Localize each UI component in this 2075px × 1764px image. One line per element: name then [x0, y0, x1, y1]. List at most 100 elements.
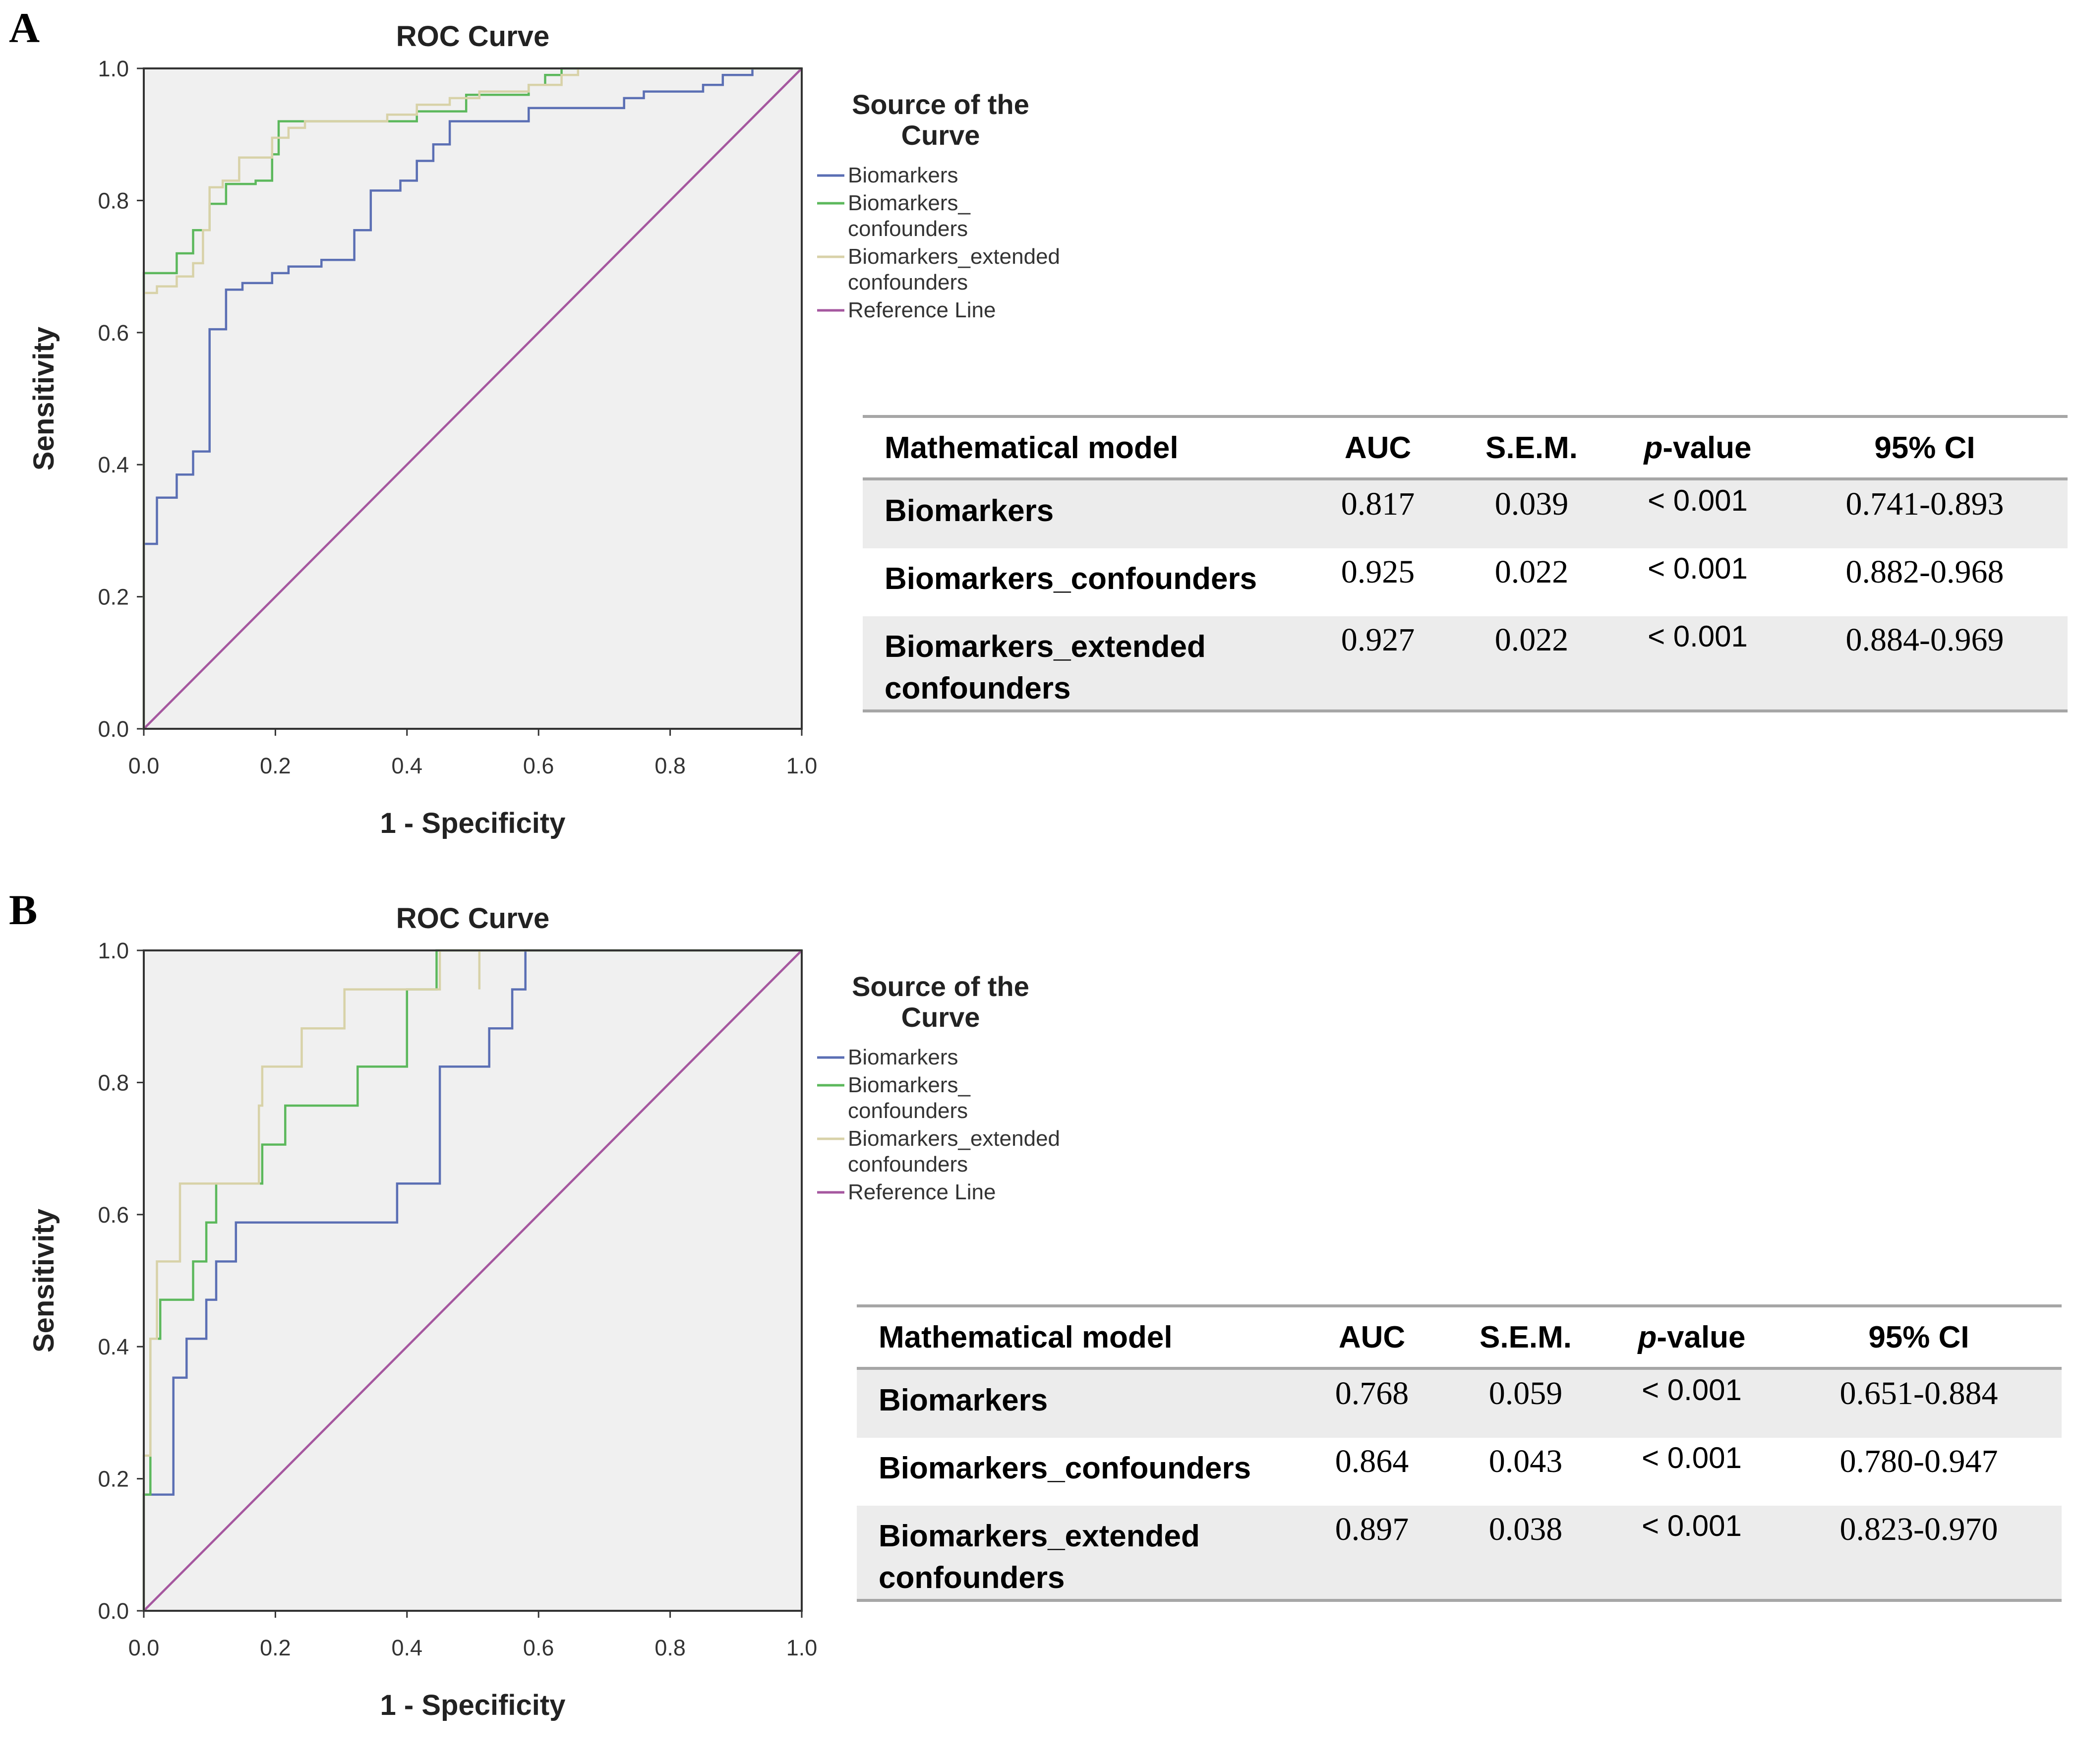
y-tick-label: 0.0	[98, 716, 129, 742]
plot-frame	[143, 949, 803, 1612]
model-name: Biomarkers	[863, 479, 1306, 548]
header-model: Mathematical model	[863, 416, 1306, 480]
x-tick-label: 0.2	[260, 1635, 291, 1660]
series-line-biomarkers	[142, 949, 802, 1611]
auc-value: 0.927	[1306, 616, 1450, 711]
sem-value: 0.022	[1450, 616, 1613, 711]
legend-title-line: Source of the	[852, 971, 1029, 1002]
x-tick-label: 1.0	[786, 1635, 818, 1660]
auc-value: 0.925	[1341, 554, 1415, 590]
y-tick-label: 0.2	[98, 1467, 129, 1492]
table-row: Biomarkers 0.768 0.059 < 0.001 0.651-0.8…	[857, 1368, 2062, 1438]
table-row: Biomarkers_confounders 0.864 0.043 < 0.0…	[857, 1438, 2062, 1506]
y-tick-label: 0.4	[98, 1334, 129, 1359]
sem-value: 0.059	[1444, 1368, 1607, 1438]
header-ci: 95% CI	[1782, 416, 2068, 480]
x-tick-label: 0.4	[392, 1635, 423, 1660]
x-tick-label: 0.6	[523, 753, 554, 778]
x-tick-label: 0.4	[392, 753, 423, 778]
ci-value: 0.884-0.969	[1782, 616, 2068, 711]
legend-title-line: Curve	[901, 1001, 980, 1033]
y-tick-label: 0.6	[98, 320, 129, 346]
legend-label: Biomarkers_	[848, 191, 970, 215]
legend-label: Reference Line	[848, 298, 996, 322]
legend-label: Reference Line	[848, 1180, 996, 1204]
auc-value: 0.897	[1300, 1506, 1444, 1600]
ci-value: 0.823-0.970	[1776, 1506, 2062, 1600]
header-sem: S.E.M.	[1444, 1306, 1607, 1370]
x-tick-label: 0.8	[654, 1635, 686, 1660]
y-axis-label: Sensitivity	[28, 327, 60, 470]
sem-value: 0.039	[1450, 479, 1613, 548]
header-ci: 95% CI	[1776, 1306, 2062, 1370]
model-name: Biomarkers_extended confounders	[857, 1506, 1300, 1600]
sem-value: 0.038	[1444, 1506, 1607, 1600]
model-name: Biomarkers_confounders	[879, 1451, 1251, 1485]
table-header-row: Mathematical model AUC S.E.M. p-value 95…	[857, 1306, 2062, 1370]
x-tick-label: 0.0	[128, 1635, 160, 1660]
x-tick-label: 0.0	[128, 753, 160, 778]
y-axis-label: Sensitivity	[28, 1209, 60, 1352]
p-value: < 0.001	[1642, 1441, 1742, 1474]
header-auc: AUC	[1306, 416, 1450, 480]
x-axis-label: 1 - Specificity	[380, 1689, 566, 1721]
ci-value: 0.780-0.947	[1839, 1443, 1998, 1479]
table-row: Biomarkers 0.817 0.039 < 0.001 0.741-0.8…	[863, 479, 2068, 548]
header-auc: AUC	[1300, 1306, 1444, 1370]
legend-label: confounders	[848, 1099, 968, 1123]
sem-value: 0.043	[1488, 1443, 1563, 1479]
legend-label: Biomarkers	[848, 163, 958, 187]
header-p-value: p-value	[1613, 416, 1782, 480]
p-value: < 0.001	[1607, 1368, 1776, 1438]
legend-label: confounders	[848, 270, 968, 294]
y-tick-label: 1.0	[98, 56, 129, 81]
legend-label: Biomarkers_extended	[848, 244, 1060, 269]
panel-label: B	[9, 886, 38, 934]
p-value: < 0.001	[1613, 479, 1782, 548]
chart-title: ROC Curve	[396, 902, 549, 935]
legend-label: Biomarkers	[848, 1045, 958, 1069]
y-tick-label: 0.8	[98, 1070, 129, 1095]
x-axis-label: 1 - Specificity	[380, 807, 566, 839]
series-line-reference-line	[143, 949, 803, 1612]
auc-value: 0.817	[1306, 479, 1450, 548]
legend-label: Biomarkers_extended	[848, 1126, 1060, 1151]
panel-b: B ROC Curve 0.0 0.2 0.4 0.6 0.8 1.0 0.0 0.2 0.4 0.…	[0, 882, 2075, 1764]
y-tick-label: 0.6	[98, 1202, 129, 1228]
y-tick-label: 1.0	[98, 938, 129, 963]
header-p-value: p-value	[1607, 1306, 1776, 1370]
roc-chart-a: ROC Curve 0.0 0.2 0.4 0.6 0.8 1.0 0.0 0.2 0.4 0.6 0…	[28, 20, 1060, 839]
legend-label: Biomarkers_	[848, 1073, 970, 1097]
panel-label: A	[9, 4, 40, 52]
x-tick-label: 1.0	[786, 753, 818, 778]
model-name: Biomarkers_extended confounders	[863, 616, 1306, 711]
table-row: Biomarkers_extended confounders 0.927 0.0…	[863, 616, 2068, 711]
sem-value: 0.022	[1494, 554, 1569, 590]
header-model: Mathematical model	[857, 1306, 1300, 1370]
x-tick-label: 0.8	[654, 753, 686, 778]
model-name: Biomarkers	[857, 1368, 1300, 1438]
auc-table-a: Mathematical model AUC S.E.M. p-value 95…	[863, 415, 2068, 712]
table-row: Biomarkers_extended confounders 0.897 0.0…	[857, 1506, 2062, 1600]
ci-value: 0.651-0.884	[1776, 1368, 2062, 1438]
p-value: < 0.001	[1613, 616, 1782, 711]
x-tick-label: 0.6	[523, 1635, 554, 1660]
table-header-row: Mathematical model AUC S.E.M. p-value 95…	[863, 416, 2068, 480]
auc-table-b: Mathematical model AUC S.E.M. p-value 95…	[857, 1304, 2062, 1602]
p-value: < 0.001	[1607, 1506, 1776, 1600]
chart-title: ROC Curve	[396, 20, 549, 53]
y-tick-label: 0.2	[98, 585, 129, 610]
y-tick-label: 0.4	[98, 452, 129, 477]
plot-frame	[143, 67, 803, 730]
legend-title-line: Curve	[901, 119, 980, 151]
legend-label: confounders	[848, 1152, 968, 1176]
series-line-biomarkers-extended-confounders	[142, 67, 802, 729]
auc-value: 0.864	[1335, 1443, 1409, 1479]
y-tick-label: 0.0	[98, 1598, 129, 1624]
ci-value: 0.741-0.893	[1782, 479, 2068, 548]
x-tick-label: 0.2	[260, 753, 291, 778]
series-line-reference-line	[143, 67, 803, 730]
table-row: Biomarkers_confounders 0.925 0.022 < 0.0…	[863, 548, 2068, 616]
ci-value: 0.882-0.968	[1845, 554, 2004, 590]
legend-title-line: Source of the	[852, 89, 1029, 120]
